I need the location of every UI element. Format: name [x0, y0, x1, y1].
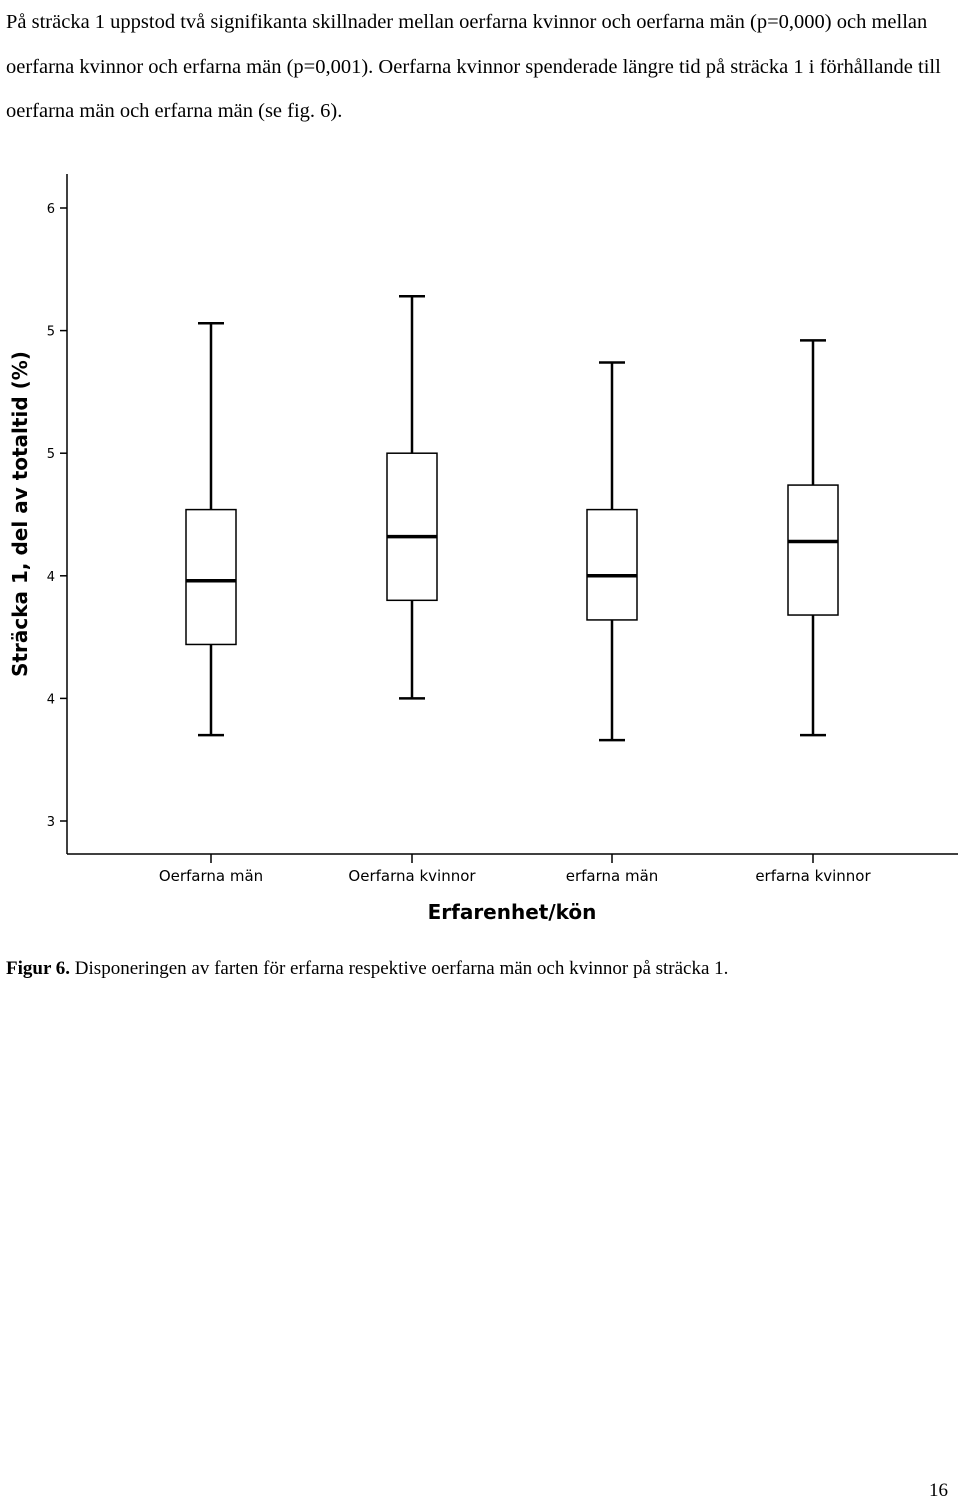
x-tick-label: Oerfarna män [159, 867, 263, 885]
box-iqr [386, 452, 438, 602]
y-axis-title: Sträcka 1, del av totaltid (%) [8, 351, 32, 677]
box-iqr [586, 508, 638, 621]
x-tick-label: erfarna män [566, 867, 659, 885]
box-iqr [787, 484, 839, 616]
box-iqr [185, 508, 237, 646]
box-3 [586, 361, 638, 742]
chart-boxes [185, 295, 839, 742]
box-4 [787, 339, 839, 737]
chart-axes [60, 174, 958, 863]
y-tick-label: 6 [47, 202, 55, 217]
figure-caption: Figur 6. Disponeringen av farten för erf… [6, 958, 956, 980]
body-paragraph: På sträcka 1 uppstod två signifikanta sk… [6, 11, 941, 122]
y-tick-label: 4 [47, 570, 55, 585]
y-tick-label: 3 [47, 815, 55, 830]
x-axis-title: Erfarenhet/kön [428, 900, 597, 924]
x-tick-label: Oerfarna kvinnor [348, 867, 476, 885]
page-number: 16 [929, 1480, 948, 1501]
y-tick-label: 5 [47, 447, 55, 462]
x-tick-label: erfarna kvinnor [755, 867, 871, 885]
boxplot-chart: 3 4 4 5 5 6 Oerfarna män Oerfarna kvinnor erfarn… [8, 174, 958, 924]
figure-caption-text: Disponeringen av farten för erfarna resp… [70, 958, 729, 979]
y-tick-label: 5 [47, 325, 55, 340]
box-2 [386, 295, 438, 700]
figure-label: Figur 6. [6, 958, 71, 979]
y-tick-label: 4 [47, 692, 55, 707]
box-1 [185, 321, 237, 737]
chart-labels: 3 4 4 5 5 6 Oerfarna män Oerfarna kvinnor erfarn… [8, 202, 871, 924]
